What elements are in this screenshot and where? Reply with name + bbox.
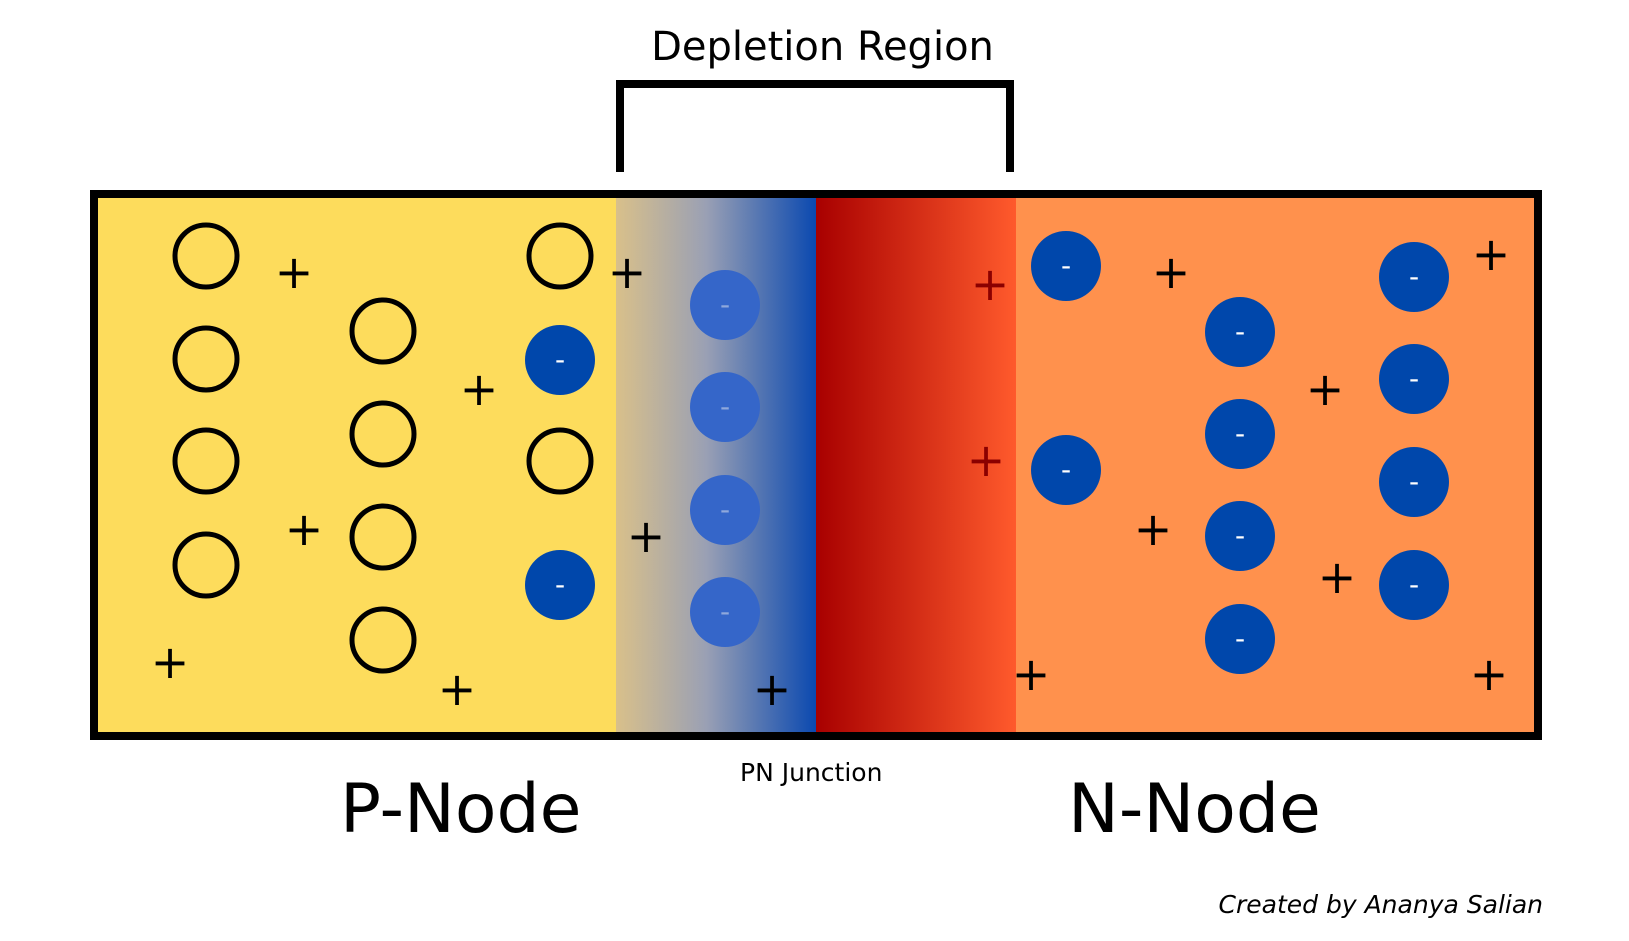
svg-text:-: - bbox=[1409, 362, 1419, 395]
electron: - bbox=[1379, 242, 1449, 312]
depletion-region-title: Depletion Region bbox=[651, 24, 994, 70]
plus-charge: + bbox=[438, 662, 477, 716]
electron: - bbox=[525, 325, 595, 395]
electrons: - - - - - - - - bbox=[525, 231, 1449, 674]
plus-charge: + bbox=[627, 509, 666, 563]
svg-text:-: - bbox=[1409, 568, 1419, 601]
credit-text: Created by Ananya Salian bbox=[1218, 890, 1543, 919]
svg-text:-: - bbox=[720, 595, 730, 628]
hole bbox=[349, 606, 417, 674]
positive-charges: + + + + + + + + + + + + + + + + + bbox=[151, 227, 1511, 716]
plus-charge: + bbox=[285, 502, 324, 556]
plus-charge: + bbox=[1318, 550, 1357, 604]
electron: - bbox=[525, 550, 595, 620]
svg-text:-: - bbox=[720, 390, 730, 423]
electron: - bbox=[690, 270, 760, 340]
pn-junction-label: PN Junction bbox=[740, 758, 883, 787]
hole bbox=[349, 503, 417, 571]
electron: - bbox=[1205, 297, 1275, 367]
electron: - bbox=[690, 372, 760, 442]
svg-text:-: - bbox=[1235, 417, 1245, 450]
plus-charge: + bbox=[1134, 502, 1173, 556]
electron: - bbox=[1031, 231, 1101, 301]
svg-text:-: - bbox=[1409, 260, 1419, 293]
electron: - bbox=[1205, 604, 1275, 674]
electron: - bbox=[1379, 447, 1449, 517]
p-node-label: P-Node bbox=[340, 770, 582, 849]
hole bbox=[526, 427, 594, 495]
svg-text:-: - bbox=[1235, 315, 1245, 348]
svg-text:-: - bbox=[1409, 465, 1419, 498]
plus-charge: + bbox=[1152, 245, 1191, 299]
depletion-n-side bbox=[816, 190, 1016, 733]
semiconductor-outline bbox=[90, 190, 1542, 740]
plus-charge: + bbox=[1306, 362, 1345, 416]
n-type-region bbox=[1016, 196, 1538, 733]
electron: - bbox=[1205, 399, 1275, 469]
svg-text:-: - bbox=[555, 343, 565, 376]
electron: - bbox=[1379, 344, 1449, 414]
plus-charge: + bbox=[460, 362, 499, 416]
svg-text:-: - bbox=[1235, 519, 1245, 552]
electron: - bbox=[1031, 435, 1101, 505]
plus-charge: + bbox=[1012, 647, 1051, 701]
electron: - bbox=[1205, 501, 1275, 571]
svg-text:-: - bbox=[555, 568, 565, 601]
hole bbox=[172, 325, 240, 393]
plus-charge: + bbox=[753, 662, 792, 716]
hole bbox=[172, 531, 240, 599]
svg-text:-: - bbox=[1235, 622, 1245, 655]
svg-text:-: - bbox=[1061, 453, 1071, 486]
electron: - bbox=[690, 577, 760, 647]
depletion-bracket bbox=[616, 80, 1014, 172]
plus-charge: + bbox=[1470, 647, 1509, 701]
svg-text:-: - bbox=[720, 493, 730, 526]
hole bbox=[172, 222, 240, 290]
plus-charge: + bbox=[275, 245, 314, 299]
svg-text:-: - bbox=[720, 288, 730, 321]
plus-charge: + bbox=[1472, 227, 1511, 281]
plus-ion: + bbox=[967, 433, 1006, 487]
svg-text:-: - bbox=[1061, 249, 1071, 282]
hole bbox=[349, 297, 417, 365]
plus-charge: + bbox=[608, 245, 647, 299]
hole bbox=[526, 222, 594, 290]
electron: - bbox=[690, 475, 760, 545]
holes bbox=[172, 222, 594, 674]
hole bbox=[349, 400, 417, 468]
electron: - bbox=[1379, 550, 1449, 620]
plus-charge: + bbox=[151, 635, 190, 689]
plus-ion: + bbox=[971, 257, 1010, 311]
hole bbox=[172, 427, 240, 495]
n-node-label: N-Node bbox=[1068, 770, 1321, 849]
